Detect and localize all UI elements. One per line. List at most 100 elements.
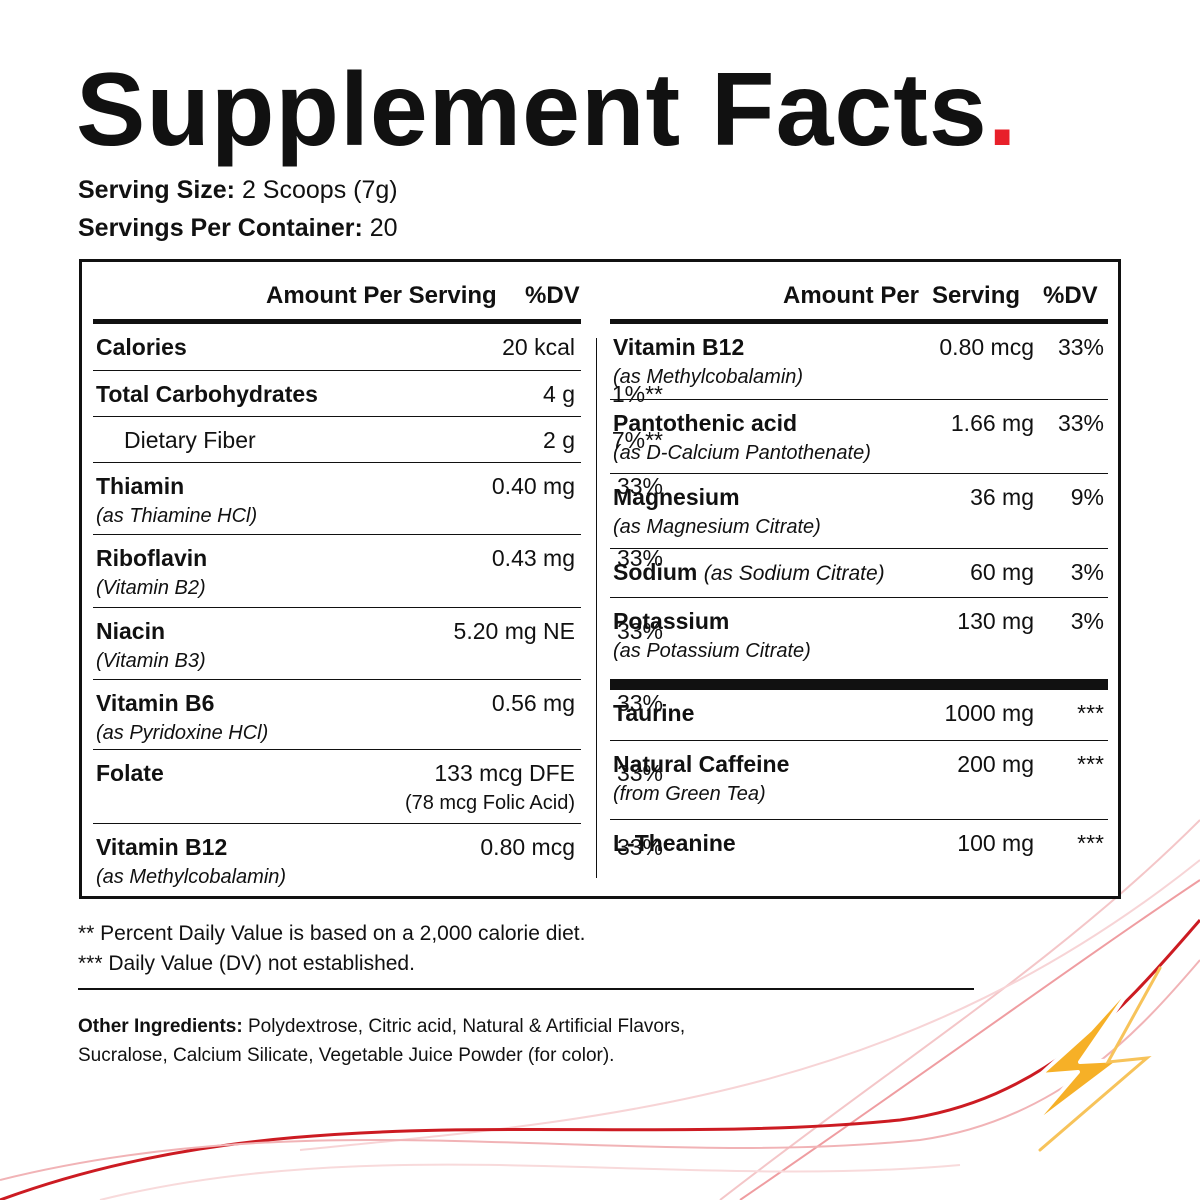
nutrient-amount: 0.40 mg: [491, 473, 575, 499]
ingredient-amount: 200 mg: [957, 751, 1034, 777]
right-rows: Vitamin B12 (as Methylcobalamin) 0.80 mcg 3…: [610, 324, 1108, 878]
nutrient-row: Vitamin B6 (as Pyridoxine HCl) 0.56 mg 33%: [93, 680, 663, 750]
nutrient-row: Magnesium (as Magnesium Citrate) 36 mg 9%: [610, 474, 1108, 549]
footer-rule: [78, 988, 974, 990]
nutrient-name: Sodium (as Sodium Citrate): [613, 559, 885, 586]
nutrient-name: Potassium: [613, 608, 729, 635]
nutrient-name: Dietary Fiber: [124, 427, 256, 453]
ingredient-amount: 100 mg: [957, 830, 1034, 856]
nutrient-name: Folate: [96, 760, 164, 786]
nutrient-dv: 33%: [616, 834, 663, 860]
title-dot: .: [987, 52, 1018, 168]
nutrient-name-text: Sodium: [613, 559, 698, 585]
nutrient-source: (as Pyridoxine HCl): [96, 722, 269, 744]
ingredient-name: L-Theanine: [613, 830, 736, 856]
ingredient-name: Natural Caffeine: [613, 751, 790, 777]
nutrient-dv: 7%**: [611, 427, 663, 453]
right-header-amount: Amount Per: [783, 282, 920, 309]
nutrient-dv: 33%: [1057, 410, 1104, 436]
left-header-rule: [93, 319, 581, 324]
nutrient-amount-detail: (78 mcg Folic Acid): [404, 792, 575, 814]
nutrient-amount: 0.80 mcg: [480, 834, 575, 860]
nutrient-amount: 2 g: [543, 427, 575, 453]
nutrient-dv: 1%**: [611, 381, 663, 407]
ingredient-name: Taurine: [613, 700, 695, 726]
nutrient-source: (as D-Calcium Pantothenate): [613, 442, 871, 464]
other-ingredients: Other Ingredients: Polydextrose, Citric …: [78, 1016, 686, 1066]
nutrient-name-text: Pantothenic acid: [613, 410, 798, 436]
nutrient-row: Calories 20 kcal: [93, 324, 581, 371]
nutrient-row: Dietary Fiber 2 g 7%**: [93, 417, 663, 463]
nutrient-source: (Vitamin B3): [96, 650, 206, 672]
column-divider: [596, 338, 597, 878]
nutrient-amount: 0.56 mg: [491, 690, 575, 716]
nutrient-name: Niacin: [96, 618, 166, 644]
right-header-serving: Serving: [932, 282, 1021, 309]
lightning-bolt-icon: [1028, 966, 1162, 1152]
nutrient-name: Total Carbohydrates: [96, 381, 318, 407]
nutrient-source: (as Methylcobalamin): [613, 366, 804, 388]
nutrient-row: Total Carbohydrates 4 g 1%**: [93, 371, 663, 417]
right-header-rule: [610, 319, 1108, 324]
nutrient-row: Sodium (as Sodium Citrate) 60 mg 3%: [610, 549, 1108, 598]
nutrient-row: Pantothenic acid (as D-Calcium Pantothena…: [610, 400, 1108, 474]
nutrient-dv: 33%: [616, 690, 663, 716]
left-header-amount: Amount Per Serving: [266, 282, 497, 309]
nutrient-name: Vitamin B12: [613, 334, 744, 361]
nutrient-dv: 33%: [1057, 334, 1104, 360]
ingredient-row: L-Theanine 100 mg ***: [610, 820, 1108, 878]
ingredient-row: Natural Caffeine (from Green Tea) 200 mg **…: [610, 741, 1108, 820]
nutrient-source: (as Thiamine HCl): [96, 505, 258, 527]
nutrient-name-text: Vitamin B12: [613, 334, 745, 360]
nutrient-name: Magnesium: [613, 484, 740, 511]
nutrient-source: (Vitamin B2): [96, 577, 206, 599]
nutrient-amount: 0.80 mcg: [939, 334, 1034, 360]
nutrient-name-text: Magnesium: [613, 484, 740, 510]
ingredient-source: (from Green Tea): [613, 783, 766, 805]
nutrient-amount: 20 kcal: [502, 334, 575, 360]
nutrient-name-text: Potassium: [613, 608, 730, 634]
nutrient-name: Riboflavin: [96, 545, 208, 571]
nutrient-dv: 33%: [616, 473, 663, 499]
footnote-dv: ** Percent Daily Value is based on a 2,0…: [78, 922, 586, 945]
right-header-dv: %DV: [1043, 282, 1098, 309]
nutrient-amount: 133 mcg DFE: [434, 760, 575, 786]
nutrient-row: Vitamin B12 (as Methylcobalamin) 0.80 mcg 3…: [610, 324, 1108, 400]
nutrient-dv: 33%: [616, 545, 663, 571]
facts-panel: Amount Per Serving %DV Calories 20 kcal To…: [79, 259, 1121, 899]
nutrient-name: Vitamin B6: [96, 690, 215, 716]
nutrient-amount: 130 mg: [957, 608, 1034, 634]
nutrient-name: Vitamin B12: [96, 834, 228, 860]
ingredient-row: Taurine 1000 mg ***: [610, 690, 1108, 741]
nutrient-name: Thiamin: [96, 473, 185, 499]
nutrient-row: Niacin (Vitamin B3) 5.20 mg NE 33%: [93, 608, 663, 680]
nutrient-amount: 5.20 mg NE: [453, 618, 575, 644]
nutrient-name: Calories: [96, 334, 187, 360]
footnote-not-established: *** Daily Value (DV) not established.: [78, 952, 415, 975]
ingredient-dv: ***: [1077, 751, 1104, 777]
nutrient-source: (as Methylcobalamin): [96, 866, 287, 888]
servings-per-container: Servings Per Container: 20: [78, 214, 398, 242]
left-rows: Calories 20 kcal Total Carbohydrates 4 g 1%*…: [93, 324, 663, 888]
nutrient-row: Vitamin B12 (as Methylcobalamin) 0.80 mcg 3…: [93, 824, 663, 888]
nutrient-amount: 4 g: [543, 381, 575, 407]
nutrient-row: Potassium (as Potassium Citrate) 130 mg 3%: [610, 598, 1108, 673]
ingredient-amount: 1000 mg: [944, 700, 1034, 726]
ingredient-dv: ***: [1077, 700, 1104, 726]
nutrient-dv: 9%: [1070, 484, 1104, 510]
nutrient-amount: 36 mg: [970, 484, 1034, 510]
nutrient-row: Riboflavin (Vitamin B2) 0.43 mg 33%: [93, 535, 663, 608]
left-header-dv: %DV: [525, 282, 580, 309]
nutrient-row: Thiamin (as Thiamine HCl) 0.40 mg 33%: [93, 463, 663, 535]
nutrient-name: Pantothenic acid: [613, 410, 797, 437]
nutrient-dv: 33%: [616, 618, 663, 644]
nutrient-dv: 33%: [616, 760, 663, 786]
nutrient-amount: 1.66 mg: [950, 410, 1034, 436]
page-title: Supplement Facts.: [76, 52, 1018, 168]
nutrient-dv: 3%: [1070, 608, 1104, 634]
ingredient-dv: ***: [1077, 830, 1104, 856]
nutrient-row: Folate 133 mcg DFE (78 mcg Folic Acid) 33%: [93, 750, 663, 824]
nutrient-dv: 3%: [1070, 559, 1104, 585]
serving-size: Serving Size: 2 Scoops (7g): [78, 176, 398, 204]
